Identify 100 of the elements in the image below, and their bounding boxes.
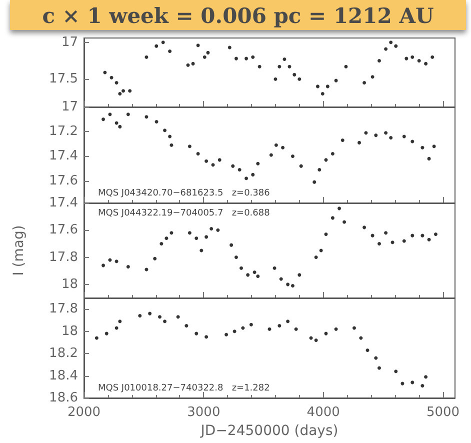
point [126,112,130,116]
point [362,226,366,230]
point [216,228,220,232]
point [410,55,414,59]
x-tick-label: 3000 [187,405,220,420]
point [191,62,195,66]
point [298,273,302,277]
point [298,77,302,81]
point [434,232,438,236]
point [163,128,167,132]
point [170,231,174,235]
point [128,89,132,93]
point [286,320,290,324]
point [104,332,108,336]
point [168,134,172,138]
point [278,324,282,328]
point [338,206,342,210]
point [378,242,381,246]
point [228,46,232,50]
point [320,92,324,96]
point [118,92,122,96]
point [108,112,112,116]
point [163,320,167,324]
point [118,320,122,324]
point [244,176,248,180]
x-tick-label: 4000 [306,405,340,420]
point [148,312,152,316]
point [114,81,118,85]
x-axis-title: JD−2450000 (days) [200,422,338,439]
point [364,131,368,135]
point [232,330,236,334]
point [404,56,408,60]
point [279,277,283,281]
point [290,154,294,158]
point [144,55,148,59]
y-tick-label: 18 [61,276,78,292]
point [144,115,148,119]
point [204,159,208,163]
point [170,143,174,147]
point [324,158,328,162]
point [154,120,158,124]
point [378,366,381,370]
point [188,144,192,148]
point [288,64,292,68]
point [314,256,318,260]
annotation: MQS J044322.19−704005.7 z=0.688 [98,208,270,218]
point [344,64,348,68]
y-tick-label: 17 [61,100,78,114]
point [238,168,242,172]
point [164,236,168,240]
y-tick-label: 17.8 [49,250,78,265]
point [204,235,208,239]
point [334,78,338,82]
point [244,56,248,60]
point [274,77,278,81]
y-tick-label: 18.2 [49,346,78,362]
point [342,220,346,224]
y-tick-label: 17.4 [49,148,78,164]
point [230,243,234,247]
y-tick-label: 17.5 [49,72,78,87]
point [202,55,206,59]
point [210,227,214,231]
point [138,314,142,318]
point [272,266,276,270]
point [374,356,378,360]
point [366,348,370,352]
point [340,138,344,142]
point [281,146,285,150]
point [314,338,318,342]
point [394,370,398,374]
y-tick-label: 17.6 [49,222,78,238]
point [424,375,428,379]
point [218,158,222,162]
point [258,64,262,68]
point [417,59,421,63]
y-tick-label: 18.6 [49,390,78,406]
point [126,265,130,269]
point [122,89,126,93]
point [352,326,356,330]
point [390,240,394,244]
point [430,55,434,59]
point [102,118,106,122]
y-tick-label: 17 [61,34,78,50]
point [432,144,436,148]
x-tick-label: 2000 [67,405,101,420]
point [184,324,188,328]
y-axis-title: I (mag) [11,225,27,276]
point [318,168,322,172]
point [389,40,393,44]
point [384,231,388,235]
point [326,84,330,88]
point [161,40,165,44]
point [358,140,362,144]
point [194,332,198,336]
point [211,163,215,167]
point [312,180,316,184]
point [168,49,172,53]
point [252,270,256,274]
point [394,44,398,48]
point [330,152,334,156]
